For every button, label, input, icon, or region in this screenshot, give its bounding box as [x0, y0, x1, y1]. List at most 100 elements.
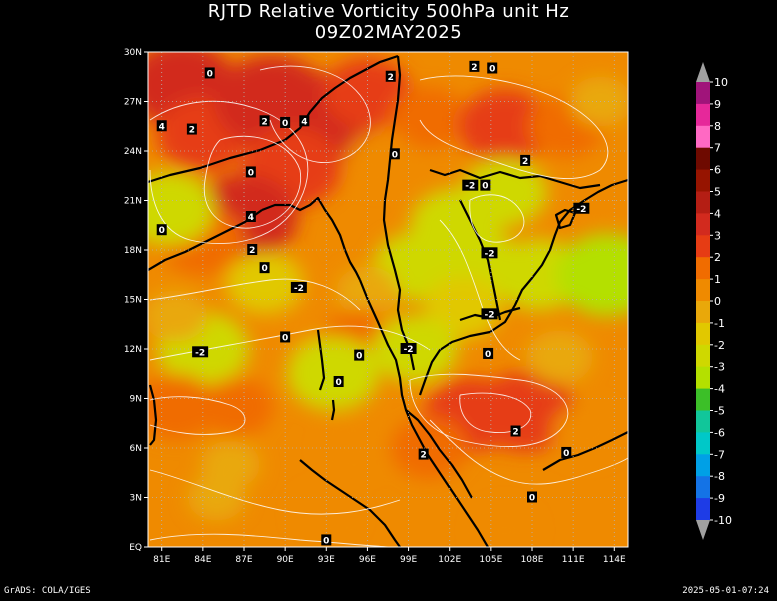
lat-tick-label: 24N: [124, 147, 142, 157]
colorbar-level-label: 9: [714, 98, 721, 111]
lat-tick-label: 27N: [124, 98, 142, 108]
lon-tick-label: 81E: [153, 555, 170, 565]
colorbar-level-label: -6: [714, 426, 725, 439]
vorticity-cell: [286, 336, 380, 411]
contour-label: -2: [192, 346, 209, 358]
lon-tick-label: 102E: [438, 555, 461, 565]
contour-label: -2: [573, 202, 590, 215]
chart-title: RJTD Relative Vorticity 500hPa unit Hz: [207, 1, 570, 22]
colorbar-bin: [696, 147, 710, 171]
colorbar-bin: [696, 366, 710, 390]
svg-text:-2: -2: [484, 310, 494, 320]
contour-label: 0: [354, 349, 365, 362]
hainan-island: [554, 208, 577, 230]
colorbar-bin: [696, 82, 710, 105]
colorbar-level-label: -5: [714, 405, 725, 418]
vorticity-cell: [475, 371, 576, 452]
svg-text:0: 0: [563, 449, 569, 459]
lon-tick-label: 108E: [521, 555, 544, 565]
contour-label: -2: [481, 308, 498, 320]
colorbar-bin: [696, 322, 710, 346]
svg-text:0: 0: [248, 168, 254, 178]
vorticity-cell: [200, 377, 274, 436]
colorbar-bin: [696, 498, 710, 521]
colorbar-level-label: -3: [714, 361, 725, 374]
vorticity-cell: [551, 403, 622, 460]
svg-text:0: 0: [282, 333, 288, 343]
footer-credit: GrADS: COLA/IGES: [4, 586, 91, 596]
svg-text:0: 0: [282, 119, 288, 129]
vorticity-cell: [200, 440, 261, 489]
contour-label: 0: [333, 376, 344, 388]
colorbar-level-label: 7: [714, 142, 721, 155]
colorbar-level-label: -2: [714, 339, 725, 352]
nicobar-islands: [330, 399, 336, 421]
contour-label: 0: [204, 67, 215, 79]
lon-tick-label: 111E: [562, 555, 585, 565]
colorbar-level-label: 5: [714, 186, 721, 199]
lon-tick-label: 87E: [235, 555, 252, 565]
colorbar-bin: [696, 301, 710, 324]
footer-timestamp: 2025-05-01-07:24: [682, 586, 769, 596]
lat-lon-gridlines: [148, 52, 628, 547]
colorbar-bin: [696, 344, 710, 368]
vorticity-cell: [458, 89, 551, 164]
lon-tick-label: 84E: [194, 555, 211, 565]
vorticity-cell: [390, 417, 468, 479]
colorbar-bin: [696, 125, 710, 149]
contour-label: 2: [510, 425, 521, 438]
land-border-west: [382, 55, 416, 371]
colorbar-level-label: 2: [714, 251, 721, 264]
vorticity-cell: [580, 157, 628, 211]
contour-label: 4: [156, 120, 167, 132]
colorbar-level-label: -1: [714, 317, 725, 330]
colorbar-top-arrow: [696, 62, 710, 82]
colorbar-bin: [696, 476, 710, 499]
contour-label: 2: [385, 70, 396, 83]
contour-label: 0: [527, 491, 537, 504]
lat-tick-label: 30N: [124, 48, 142, 58]
svg-text:0: 0: [159, 226, 165, 236]
malay-peninsula-west: [358, 279, 489, 547]
colorbar-bin: [696, 279, 710, 302]
svg-text:2: 2: [189, 126, 195, 136]
svg-text:0: 0: [261, 264, 267, 274]
lat-tick-label: 21N: [124, 197, 142, 207]
contour-label: -2: [400, 343, 417, 355]
contour-label: 0: [321, 534, 332, 546]
vorticity-cell: [424, 276, 503, 339]
svg-text:2: 2: [261, 117, 267, 127]
colorbar-level-label: -8: [714, 470, 725, 483]
borneo-coast: [542, 431, 628, 471]
colorbar-level-label: -7: [714, 448, 725, 461]
colorbar-bottom-arrow: [696, 520, 710, 540]
svg-text:2: 2: [249, 246, 255, 256]
svg-text:2: 2: [522, 157, 528, 167]
contour-label: 2: [520, 154, 531, 167]
vorticity-cell: [525, 330, 593, 385]
contour-label: 2: [469, 60, 480, 73]
colorbar-level-label: 0: [714, 295, 721, 308]
laos-border: [459, 199, 502, 321]
lon-tick-label: 114E: [603, 555, 626, 565]
colorbar-bin: [696, 432, 710, 455]
svg-text:-2: -2: [484, 249, 494, 259]
svg-text:4: 4: [301, 117, 307, 127]
vorticity-cell: [148, 373, 217, 440]
lat-tick-label: 15N: [124, 296, 142, 306]
colorbar-bin: [696, 454, 710, 477]
svg-text:2: 2: [388, 73, 394, 83]
contour-label: 4: [245, 211, 256, 223]
lon-tick-label: 90E: [277, 555, 294, 565]
contour-label: 0: [245, 166, 256, 178]
svg-text:-2: -2: [576, 205, 586, 215]
china-border: [429, 168, 601, 190]
svg-text:0: 0: [529, 494, 535, 504]
svg-text:0: 0: [489, 65, 495, 75]
vorticity-cell: [148, 290, 208, 342]
colorbar-level-label: -4: [714, 383, 725, 396]
chart-subtitle: 09Z02MAY2025: [314, 22, 463, 43]
colorbar-level-label: 10: [714, 76, 728, 89]
